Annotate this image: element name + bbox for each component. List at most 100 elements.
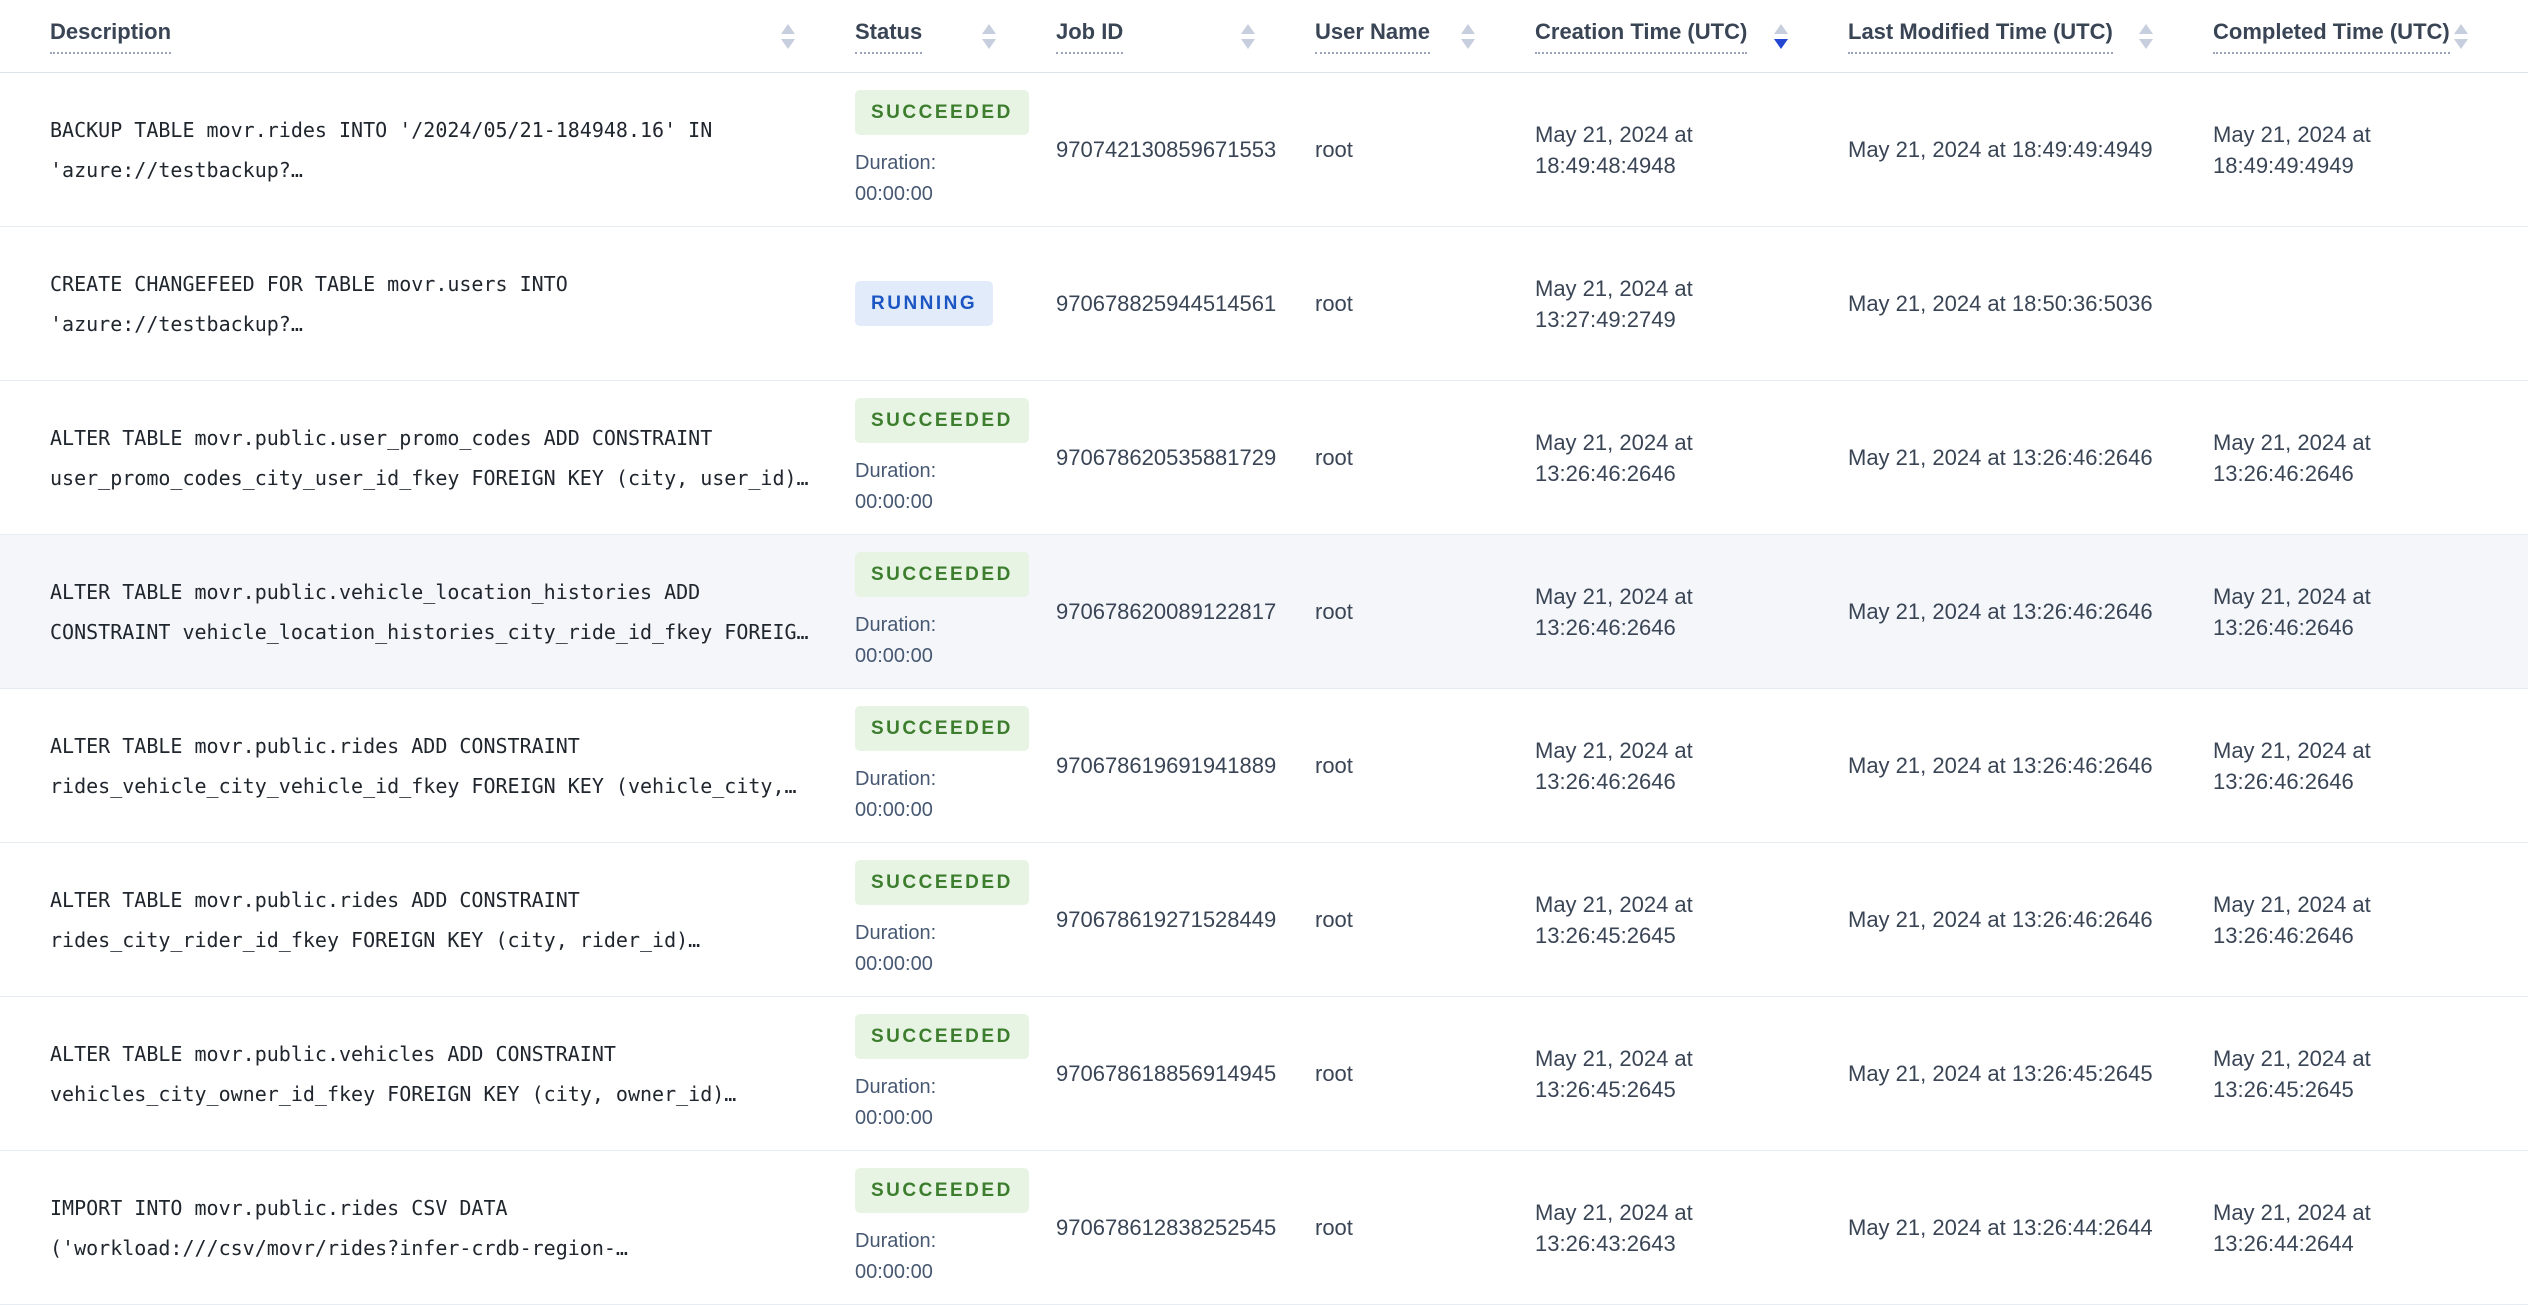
job-id: 970678612838252545 (1056, 1215, 1277, 1240)
sort-desc-caret-icon[interactable] (1241, 38, 1255, 49)
sort-icon[interactable] (2139, 23, 2153, 49)
description-cell[interactable]: ALTER TABLE movr.public.rides ADD CONSTR… (0, 880, 855, 960)
duration-label: Duration: (855, 1229, 937, 1252)
column-header[interactable]: Description (0, 19, 855, 54)
sort-asc-caret-icon[interactable] (2454, 23, 2468, 34)
last-modified-cell: May 21, 2024 at 13:26:46:2646 (1848, 904, 2213, 935)
completed-time: May 21, 2024 at 13:26:46:2646 (2213, 583, 2371, 640)
user-name: root (1315, 445, 1353, 470)
column-header-label[interactable]: Description (50, 19, 172, 54)
creation-time-cell: May 21, 2024 at 13:26:45:2645 (1535, 889, 1848, 951)
sort-icon[interactable] (781, 23, 795, 49)
column-header[interactable]: Status (855, 19, 1056, 54)
job-description[interactable]: ALTER TABLE movr.public.user_promo_codes… (50, 425, 809, 490)
status-cell: SUCCEEDED Duration: 00:00:00 (855, 397, 1056, 518)
job-description[interactable]: IMPORT INTO movr.public.rides CSV DATA (… (50, 1195, 628, 1260)
completed-time: May 21, 2024 at 13:26:45:2645 (2213, 1045, 2371, 1102)
column-header-label[interactable]: User Name (1315, 19, 1430, 54)
status-cell: SUCCEEDED Duration: 00:00:00 (855, 551, 1056, 672)
description-cell[interactable]: ALTER TABLE movr.public.user_promo_codes… (0, 418, 855, 498)
completed-time-cell: May 21, 2024 at 13:26:46:2646 (2213, 889, 2528, 951)
sort-icon[interactable] (1461, 23, 1475, 49)
status-cell: SUCCEEDED Duration: 00:00:00 (855, 1013, 1056, 1134)
status-badge: SUCCEEDED (855, 551, 1029, 597)
user-name-cell: root (1315, 1058, 1535, 1089)
last-modified-cell: May 21, 2024 at 18:49:49:4949 (1848, 134, 2213, 165)
duration-value: 00:00:00 (855, 644, 933, 667)
last-modified-time: May 21, 2024 at 13:26:46:2646 (1848, 599, 2153, 624)
sort-icon[interactable] (982, 23, 996, 49)
sort-desc-caret-icon[interactable] (982, 38, 996, 49)
status-cell: SUCCEEDED Duration: 00:00:00 (855, 859, 1056, 980)
job-id-cell: 970742130859671553 (1056, 134, 1315, 165)
sort-asc-caret-icon[interactable] (1241, 23, 1255, 34)
job-description[interactable]: BACKUP TABLE movr.rides INTO '/2024/05/2… (50, 117, 713, 182)
job-duration: Duration: 00:00:00 (855, 1226, 1046, 1288)
table-row[interactable]: IMPORT INTO movr.public.rides CSV DATA (… (0, 1151, 2528, 1305)
sort-icon[interactable] (2454, 23, 2468, 49)
table-row[interactable]: ALTER TABLE movr.public.rides ADD CONSTR… (0, 843, 2528, 997)
creation-time: May 21, 2024 at 13:26:43:2643 (1535, 1199, 1693, 1256)
job-id: 970678620535881729 (1056, 445, 1277, 470)
job-description[interactable]: ALTER TABLE movr.public.rides ADD CONSTR… (50, 887, 701, 952)
sort-asc-caret-icon[interactable] (2139, 23, 2153, 34)
sort-desc-caret-icon[interactable] (1774, 38, 1788, 49)
column-header-label[interactable]: Creation Time (UTC) (1535, 19, 1748, 54)
table-row[interactable]: ALTER TABLE movr.public.vehicles ADD CON… (0, 997, 2528, 1151)
completed-time-cell: May 21, 2024 at 13:26:45:2645 (2213, 1043, 2528, 1105)
description-cell[interactable]: BACKUP TABLE movr.rides INTO '/2024/05/2… (0, 110, 855, 190)
job-description[interactable]: CREATE CHANGEFEED FOR TABLE movr.users I… (50, 271, 568, 336)
column-header-label[interactable]: Job ID (1056, 19, 1124, 54)
sort-asc-caret-icon[interactable] (982, 23, 996, 34)
status-badge: SUCCEEDED (855, 89, 1029, 135)
table-body: BACKUP TABLE movr.rides INTO '/2024/05/2… (0, 73, 2528, 1305)
status-badge: SUCCEEDED (855, 397, 1029, 443)
job-duration: Duration: 00:00:00 (855, 610, 1046, 672)
table-row[interactable]: BACKUP TABLE movr.rides INTO '/2024/05/2… (0, 73, 2528, 227)
sort-icon[interactable] (1241, 23, 1255, 49)
sort-desc-caret-icon[interactable] (781, 38, 795, 49)
job-duration: Duration: 00:00:00 (855, 148, 1046, 210)
column-header[interactable]: User Name (1315, 19, 1535, 54)
description-cell[interactable]: ALTER TABLE movr.public.vehicle_location… (0, 572, 855, 652)
description-cell[interactable]: CREATE CHANGEFEED FOR TABLE movr.users I… (0, 264, 855, 344)
creation-time-cell: May 21, 2024 at 13:27:49:2749 (1535, 273, 1848, 335)
description-cell[interactable]: ALTER TABLE movr.public.vehicles ADD CON… (0, 1034, 855, 1114)
description-cell[interactable]: IMPORT INTO movr.public.rides CSV DATA (… (0, 1188, 855, 1268)
job-id: 970742130859671553 (1056, 137, 1277, 162)
column-header[interactable]: Last Modified Time (UTC) (1848, 19, 2213, 54)
sort-icon[interactable] (1774, 23, 1788, 49)
completed-time-cell: May 21, 2024 at 18:49:49:4949 (2213, 119, 2528, 181)
description-cell[interactable]: ALTER TABLE movr.public.rides ADD CONSTR… (0, 726, 855, 806)
sort-asc-caret-icon[interactable] (781, 23, 795, 34)
sort-desc-caret-icon[interactable] (2454, 38, 2468, 49)
sort-asc-caret-icon[interactable] (1461, 23, 1475, 34)
job-description[interactable]: ALTER TABLE movr.public.vehicle_location… (50, 579, 809, 644)
column-header[interactable]: Completed Time (UTC) (2213, 19, 2528, 54)
job-description[interactable]: ALTER TABLE movr.public.rides ADD CONSTR… (50, 733, 797, 798)
table-row[interactable]: ALTER TABLE movr.public.rides ADD CONSTR… (0, 689, 2528, 843)
duration-label: Duration: (855, 921, 937, 944)
column-header[interactable]: Creation Time (UTC) (1535, 19, 1848, 54)
sort-desc-caret-icon[interactable] (2139, 38, 2153, 49)
sort-asc-caret-icon[interactable] (1774, 23, 1788, 34)
sort-desc-caret-icon[interactable] (1461, 38, 1475, 49)
column-header-label[interactable]: Completed Time (UTC) (2213, 19, 2450, 54)
creation-time: May 21, 2024 at 13:27:49:2749 (1535, 275, 1693, 332)
column-header-label[interactable]: Status (855, 19, 923, 54)
job-description[interactable]: ALTER TABLE movr.public.vehicles ADD CON… (50, 1041, 737, 1106)
table-row[interactable]: ALTER TABLE movr.public.user_promo_codes… (0, 381, 2528, 535)
column-header[interactable]: Job ID (1056, 19, 1315, 54)
job-id: 970678619691941889 (1056, 753, 1277, 778)
column-header-label[interactable]: Last Modified Time (UTC) (1848, 19, 2113, 54)
status-badge: SUCCEEDED (855, 1013, 1029, 1059)
last-modified-time: May 21, 2024 at 13:26:45:2645 (1848, 1061, 2153, 1086)
job-id-cell: 970678618856914945 (1056, 1058, 1315, 1089)
status-cell: SUCCEEDED Duration: 00:00:00 (855, 705, 1056, 826)
job-id: 970678620089122817 (1056, 599, 1277, 624)
table-row[interactable]: ALTER TABLE movr.public.vehicle_location… (0, 535, 2528, 689)
creation-time: May 21, 2024 at 13:26:46:2646 (1535, 583, 1693, 640)
job-id-cell: 970678612838252545 (1056, 1212, 1315, 1243)
status-badge: SUCCEEDED (855, 705, 1029, 751)
table-row[interactable]: CREATE CHANGEFEED FOR TABLE movr.users I… (0, 227, 2528, 381)
